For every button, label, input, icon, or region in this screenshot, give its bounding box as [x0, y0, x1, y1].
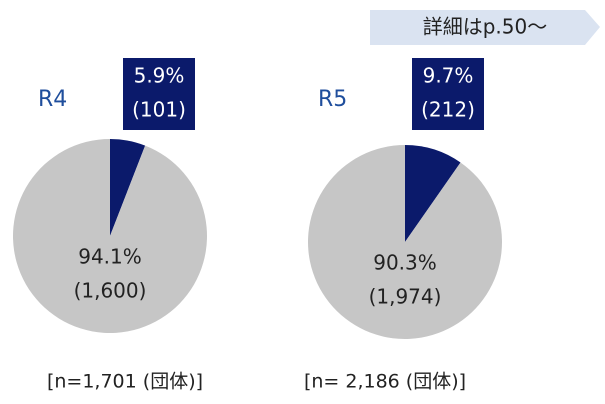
pie-slice [307, 145, 502, 339]
label-box [412, 58, 484, 130]
note: [n=1,701 (団体)] [47, 371, 203, 393]
pie-slice [110, 139, 146, 236]
count-label: (1,974) [369, 285, 442, 309]
label-box [123, 58, 195, 130]
count-label: (212) [421, 98, 475, 122]
count-label: (1,600) [74, 279, 147, 303]
pie-slice [13, 139, 208, 333]
chart-title: R4 [38, 87, 67, 112]
banner-text: 詳細はp.50～ [423, 15, 548, 39]
note: [n= 2,186 (団体)] [304, 371, 466, 393]
data-label: 5.9% [134, 64, 185, 88]
data-label: 90.3% [373, 251, 437, 275]
count-label: (101) [132, 98, 186, 122]
banner [370, 10, 600, 45]
data-label: 9.7% [423, 64, 474, 88]
chart-title: R5 [318, 87, 347, 112]
pie-slice [405, 145, 461, 242]
data-label: 94.1% [78, 245, 142, 269]
